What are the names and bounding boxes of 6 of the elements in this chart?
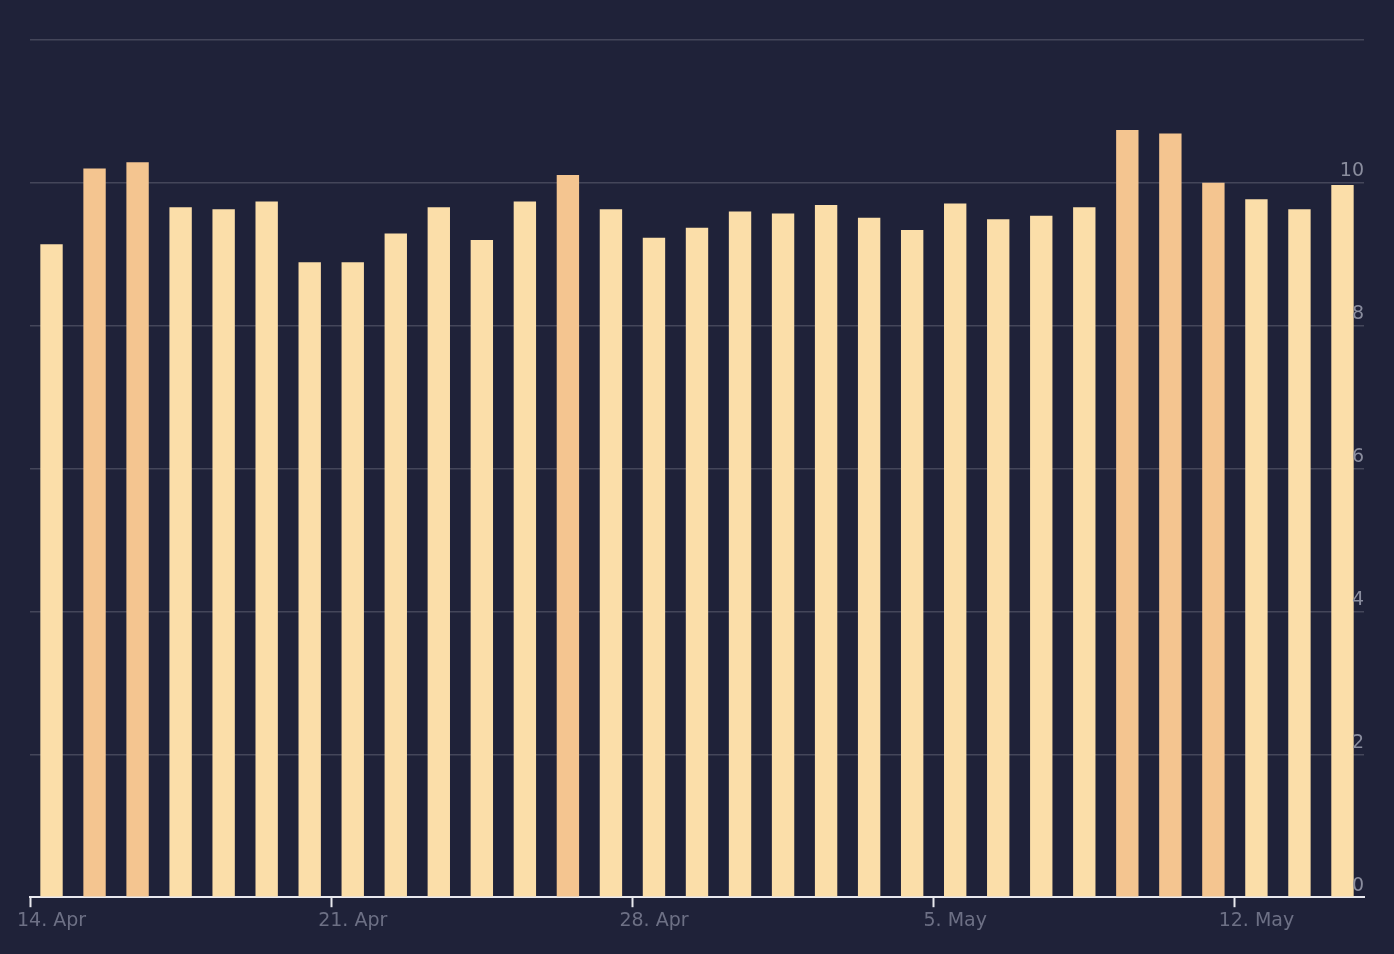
x-tick-label: 28. Apr (619, 907, 689, 930)
y-tick-label: 10 (1339, 158, 1364, 181)
x-tick-label: 14. Apr (16, 907, 87, 930)
x-tick-label: 12. May (1218, 907, 1295, 930)
x-tick-label: 21. Apr (318, 907, 388, 930)
x-tick-label: 5. May (923, 907, 987, 930)
